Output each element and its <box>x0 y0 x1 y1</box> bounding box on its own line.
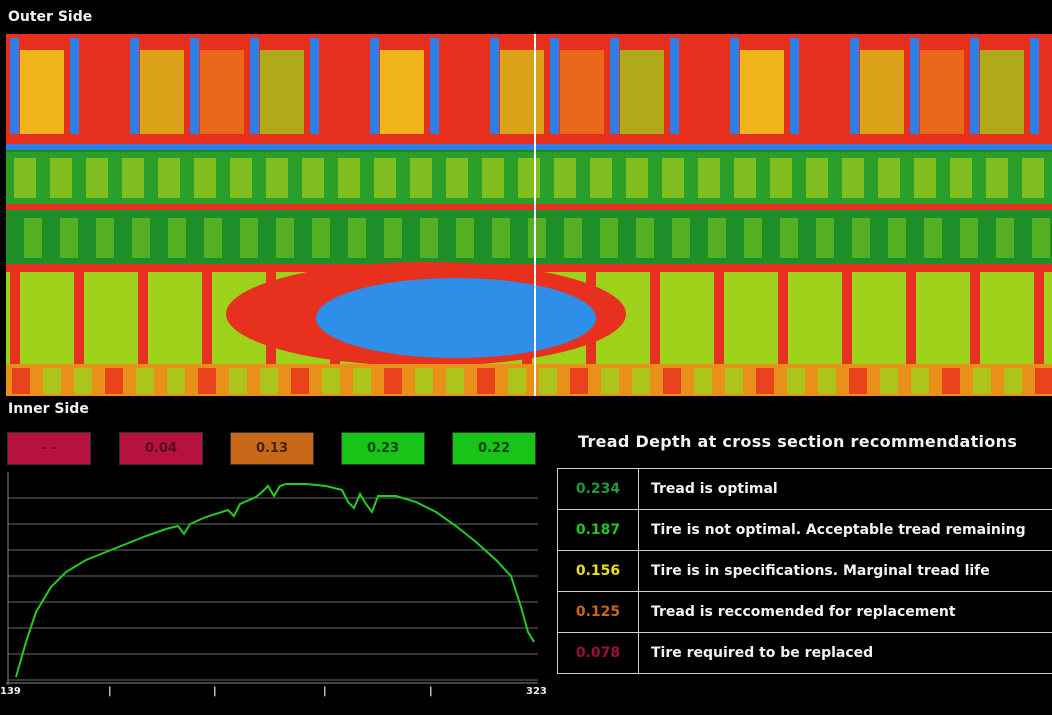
depth-badge-1: - - <box>7 432 91 465</box>
recommendation-value: 0.078 <box>557 632 639 674</box>
recommendation-text: Tire is in specifications. Marginal trea… <box>638 550 1052 592</box>
tread-heatmap[interactable] <box>6 34 1052 396</box>
recommendation-text: Tread is optimal <box>638 468 1052 510</box>
recommendations-title: Tread Depth at cross section recommendat… <box>578 432 1018 451</box>
recommendation-value: 0.187 <box>557 509 639 551</box>
profile-tick-mark: | <box>213 686 217 697</box>
recommendation-row: 0.078 Tire required to be replaced <box>557 632 1052 674</box>
depth-badge-4: 0.23 <box>341 432 425 465</box>
recommendation-row: 0.156 Tire is in specifications. Margina… <box>557 550 1052 592</box>
recommendation-text: Tire is not optimal. Acceptable tread re… <box>638 509 1052 551</box>
profile-gridlines <box>8 497 538 681</box>
profile-axis-max-label: 323 <box>526 686 547 697</box>
profile-axis-min-label: 139 <box>0 686 21 697</box>
recommendation-row: 0.125 Tread is reccomended for replaceme… <box>557 591 1052 633</box>
depth-badge-5: 0.22 <box>452 432 536 465</box>
profile-tick-mark: | <box>323 686 327 697</box>
profile-tick-mark: | <box>108 686 112 697</box>
depth-badge-3: 0.13 <box>230 432 314 465</box>
outer-side-label: Outer Side <box>8 9 93 25</box>
recommendation-value: 0.234 <box>557 468 639 510</box>
tread-profile-plot <box>6 472 538 685</box>
inner-side-label: Inner Side <box>8 401 89 417</box>
recommendation-row: 0.234 Tread is optimal <box>557 468 1052 510</box>
profile-curve <box>15 483 535 678</box>
profile-tick-mark: | <box>429 686 433 697</box>
depth-badge-2: 0.04 <box>119 432 203 465</box>
recommendation-value: 0.125 <box>557 591 639 633</box>
recommendations-table: 0.234 Tread is optimal 0.187 Tire is not… <box>557 468 1052 674</box>
recommendation-text: Tread is reccomended for replacement <box>638 591 1052 633</box>
recommendation-row: 0.187 Tire is not optimal. Acceptable tr… <box>557 509 1052 551</box>
recommendation-text: Tire required to be replaced <box>638 632 1052 674</box>
recommendation-value: 0.156 <box>557 550 639 592</box>
